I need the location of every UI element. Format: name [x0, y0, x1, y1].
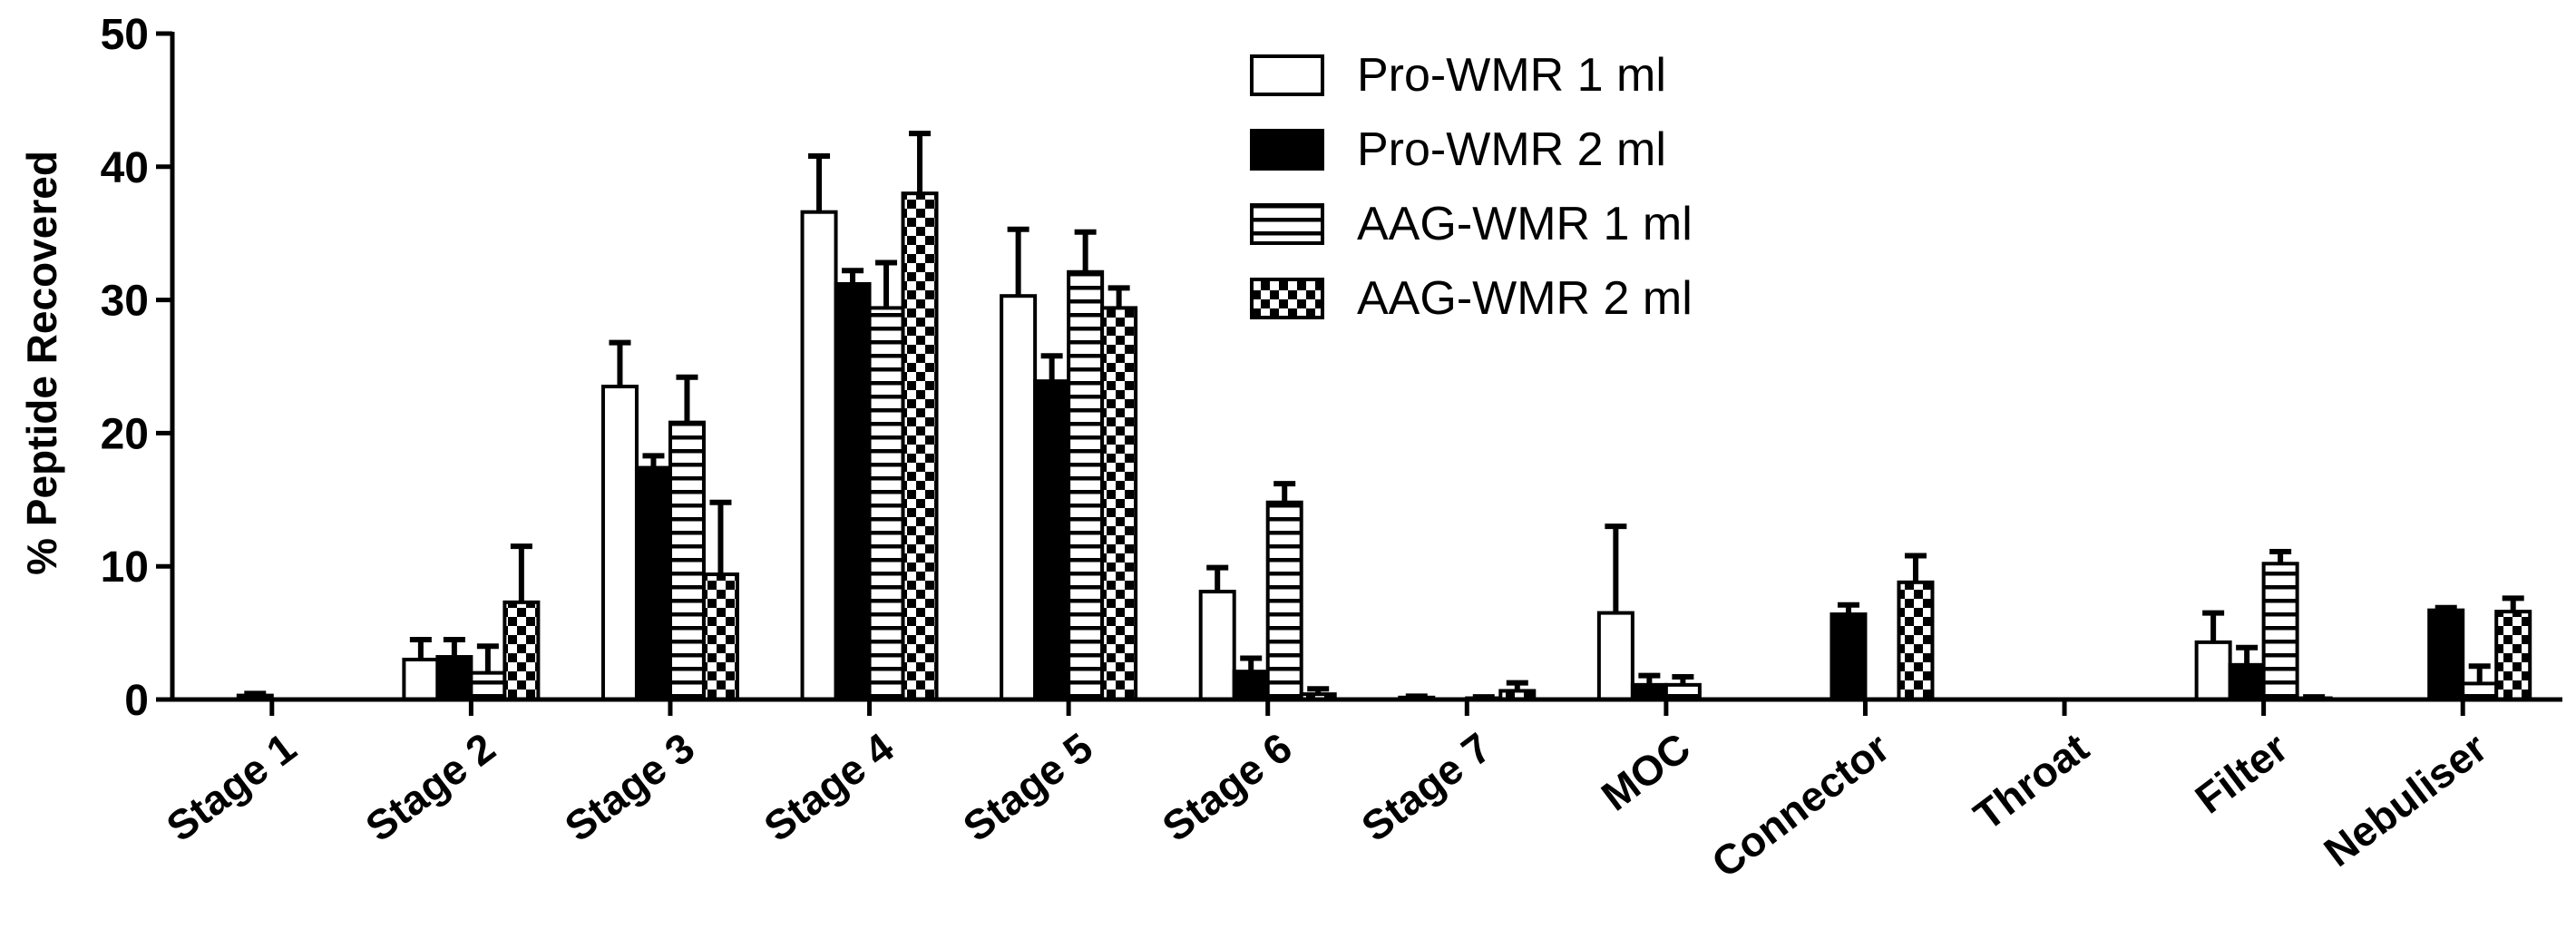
- bar: [1265, 500, 1303, 702]
- bar: [469, 670, 507, 702]
- x-tick-label: Nebuliser: [2316, 723, 2496, 876]
- bar: [2494, 610, 2532, 701]
- legend-entry: AAG-WMR 2 ml: [1357, 272, 1693, 325]
- legend-entry: Pro-WMR 1 ml: [1357, 49, 1666, 102]
- bar: [1067, 269, 1105, 701]
- y-tick-label: 30: [101, 278, 149, 326]
- legend-swatch: [1250, 54, 1324, 96]
- y-tick-label: 40: [101, 144, 149, 192]
- bar: [834, 281, 872, 701]
- legend-swatch: [1250, 278, 1324, 319]
- y-tick-label: 50: [101, 11, 149, 59]
- bar: [1897, 580, 1935, 701]
- bar: [701, 572, 739, 701]
- bar: [2461, 681, 2499, 701]
- x-tick-label: Throat: [1965, 723, 2097, 839]
- y-tick-label: 0: [124, 677, 149, 725]
- x-tick-label: Stage 1: [158, 723, 305, 850]
- bar: [1000, 294, 1038, 701]
- bar: [600, 385, 639, 701]
- x-tick-label: Connector: [1703, 723, 1898, 886]
- x-tick-label: Stage 2: [356, 723, 503, 850]
- bar: [1232, 670, 1270, 701]
- bar: [901, 191, 939, 702]
- legend-entry: Pro-WMR 2 ml: [1357, 123, 1666, 176]
- bar: [800, 210, 838, 702]
- bar: [2228, 662, 2266, 701]
- x-tick-label: Stage 7: [1352, 723, 1499, 850]
- bar: [1830, 612, 1868, 701]
- legend-swatch: [1250, 129, 1324, 171]
- legend-entry: AAG-WMR 1 ml: [1357, 198, 1693, 250]
- x-tick-label: MOC: [1593, 723, 1699, 819]
- legend: Pro-WMR 1 ml Pro-WMR 2 ml AAG-WMR 1 ml AAG-…: [1250, 49, 1693, 325]
- y-axis-ticks: 0 10 20 30 40 50: [101, 11, 172, 725]
- bar: [435, 655, 473, 701]
- bar: [1100, 306, 1138, 701]
- x-tick-label: Stage 4: [756, 723, 903, 850]
- bar: [1033, 379, 1071, 701]
- bar: [2427, 608, 2465, 701]
- bar: [668, 420, 706, 701]
- x-tick-label: Filter: [2187, 723, 2297, 822]
- bar: [2261, 562, 2299, 701]
- bar: [2194, 640, 2232, 701]
- bar: [867, 306, 905, 701]
- y-tick-label: 10: [101, 543, 149, 592]
- x-tick-label: Stage 3: [556, 723, 703, 850]
- legend-swatch: [1250, 203, 1324, 245]
- x-tick-label: Stage 5: [954, 723, 1101, 850]
- y-tick-label: 20: [101, 410, 149, 458]
- x-axis-ticks: Stage 1 Stage 2 Stage 3 Stage 4 Stage 5 Stage…: [158, 700, 2495, 886]
- y-axis-label: % Peptide Recovered: [18, 151, 65, 575]
- x-tick-label: Stage 6: [1154, 723, 1301, 850]
- bar: [634, 465, 672, 701]
- bar: [402, 657, 440, 702]
- bar: [1198, 590, 1236, 701]
- bar: [1596, 611, 1634, 702]
- bar: [503, 600, 541, 701]
